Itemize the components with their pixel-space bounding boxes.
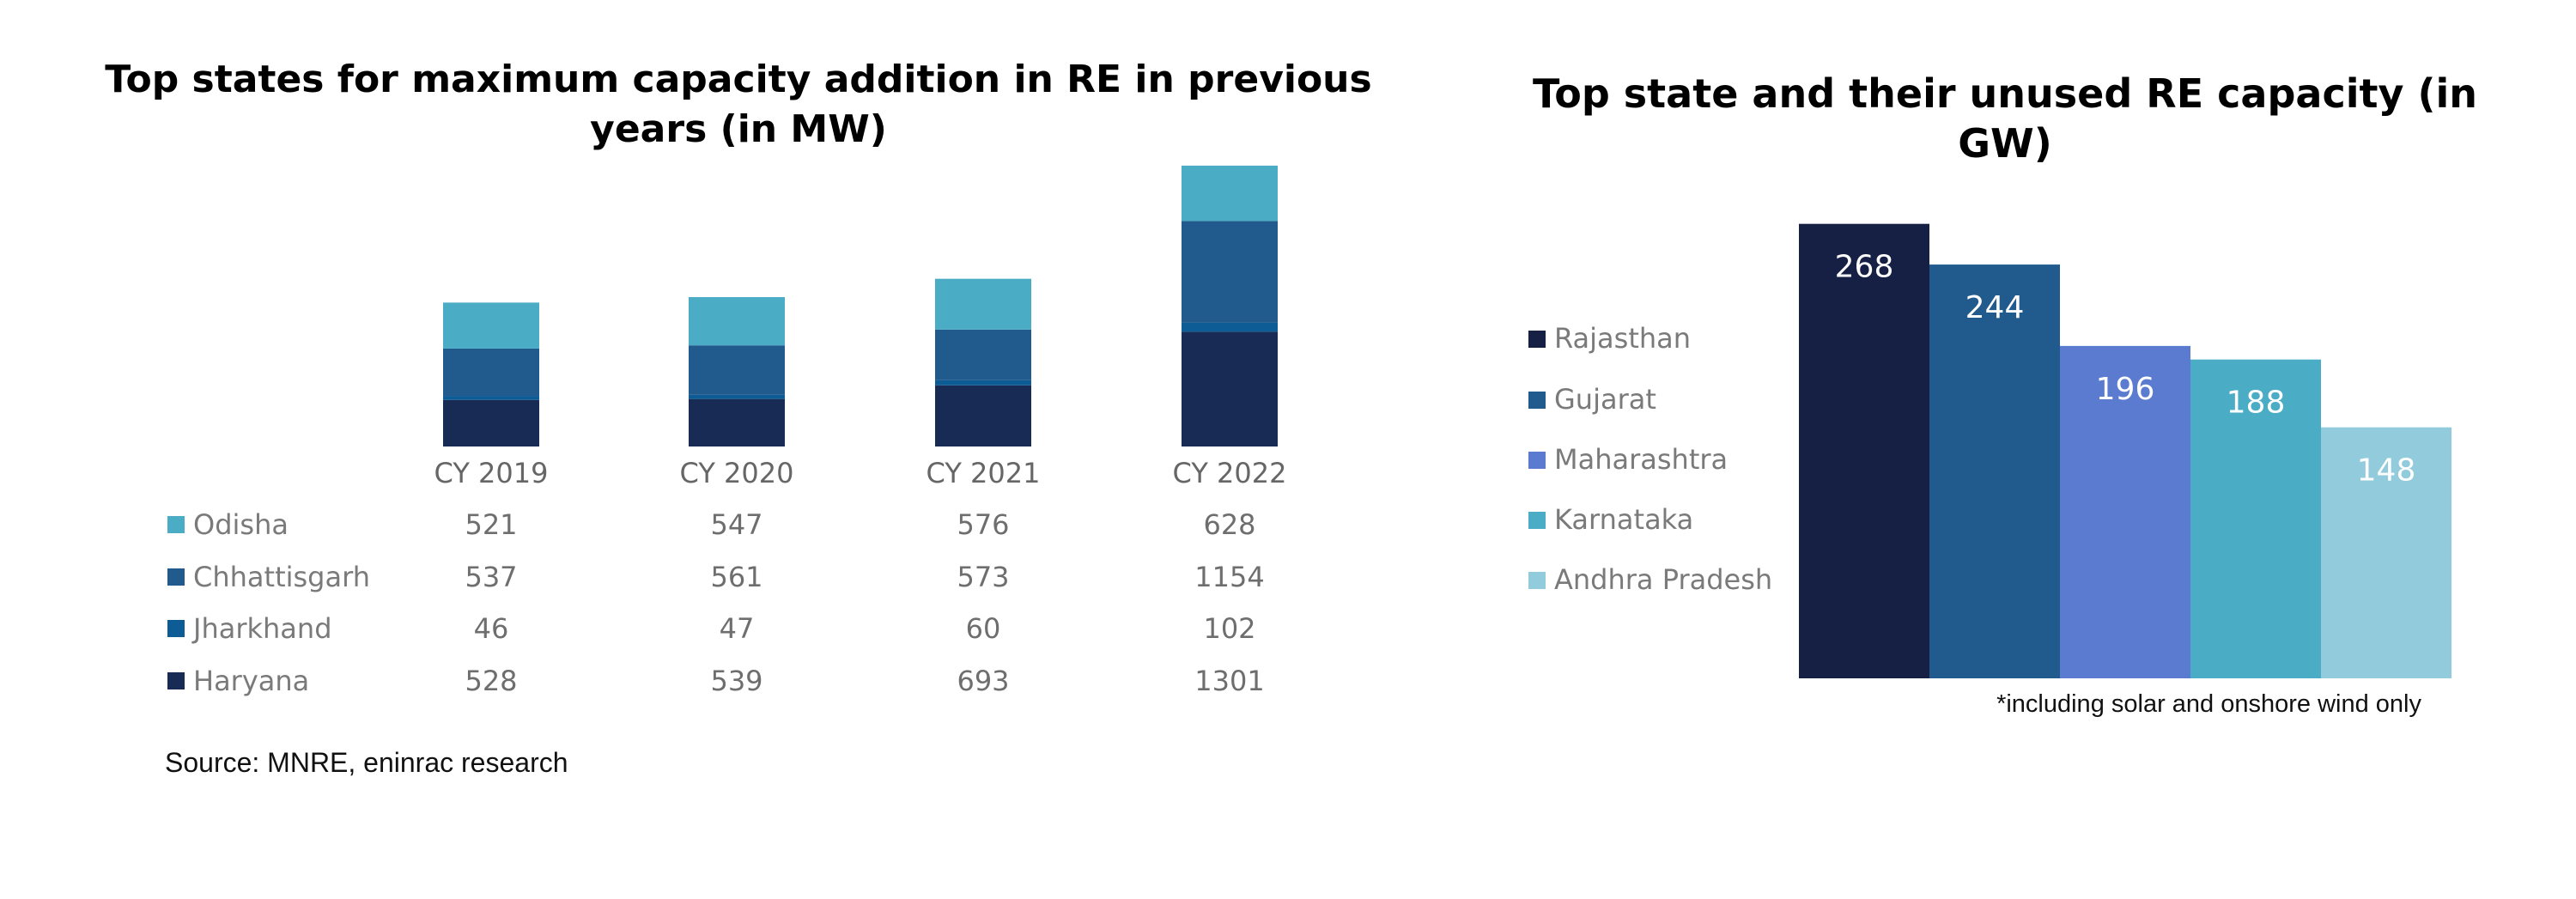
table-cell-jharkhand-cy-2021: 60 bbox=[966, 612, 1001, 645]
table-cell-jharkhand-cy-2020: 47 bbox=[720, 612, 755, 645]
bar-chhattisgarh-cy-2021 bbox=[935, 329, 1031, 380]
legend-label-andhra-pradesh: Andhra Pradesh bbox=[1554, 563, 1772, 596]
bar-karnataka bbox=[2190, 359, 2321, 678]
legend-label-maharashtra: Maharashtra bbox=[1554, 443, 1728, 476]
legend-label-gujarat: Gujarat bbox=[1554, 383, 1656, 416]
table-cell-odisha-cy-2022: 628 bbox=[1203, 508, 1255, 541]
legend-label-rajasthan: Rajasthan bbox=[1554, 322, 1691, 355]
bar-odisha-cy-2020 bbox=[689, 297, 785, 346]
bar-odisha-cy-2022 bbox=[1182, 165, 1278, 222]
table-cell-haryana-cy-2021: 693 bbox=[957, 665, 1009, 697]
bar-haryana-cy-2019 bbox=[443, 399, 539, 446]
legend-swatch-andhra-pradesh bbox=[1528, 572, 1546, 589]
table-cell-haryana-cy-2019: 528 bbox=[465, 665, 517, 697]
table-cell-haryana-cy-2020: 539 bbox=[710, 665, 762, 697]
bar-jharkhand-cy-2021 bbox=[935, 380, 1031, 386]
legend-swatch-gujarat bbox=[1528, 392, 1546, 409]
bar-haryana-cy-2021 bbox=[935, 385, 1031, 446]
data-label-rajasthan: 268 bbox=[1835, 250, 1894, 285]
bar-jharkhand-cy-2019 bbox=[443, 396, 539, 400]
legend-swatch-karnataka bbox=[1528, 512, 1546, 529]
unused-capacity-chart: 268 244 196 188 148 Rajasthan Gujarat Maharasht… bbox=[1528, 223, 2451, 678]
data-label-karnataka: 188 bbox=[2227, 386, 2286, 421]
x-tick-label: CY 2022 bbox=[1173, 457, 1287, 489]
legend-label-karnataka: Karnataka bbox=[1554, 503, 1693, 536]
table-cell-chhattisgarh-cy-2021: 573 bbox=[957, 561, 1009, 593]
bar-jharkhand-cy-2020 bbox=[689, 394, 785, 399]
bar-jharkhand-cy-2022 bbox=[1182, 322, 1278, 332]
table-cell-jharkhand-cy-2022: 102 bbox=[1203, 612, 1255, 645]
x-tick-label: CY 2021 bbox=[927, 457, 1041, 489]
table-cell-odisha-cy-2021: 576 bbox=[957, 508, 1009, 541]
source-note: Source: MNRE, eninrac research bbox=[165, 747, 568, 778]
table-cell-chhattisgarh-cy-2022: 1154 bbox=[1194, 561, 1264, 593]
legend-swatch-jharkhand bbox=[167, 620, 185, 637]
legend-swatch-odisha bbox=[167, 516, 185, 533]
x-tick-label: CY 2020 bbox=[680, 457, 794, 489]
bar-andhra-pradesh bbox=[2321, 427, 2451, 678]
table-cell-haryana-cy-2022: 1301 bbox=[1194, 665, 1264, 697]
table-cell-odisha-cy-2019: 521 bbox=[465, 508, 517, 541]
chart2-title: Top state and their unused RE capacity (… bbox=[1532, 70, 2478, 167]
bar-chhattisgarh-cy-2022 bbox=[1182, 221, 1278, 323]
x-tick-label: CY 2019 bbox=[434, 457, 549, 489]
legend-label-odisha: Odisha bbox=[193, 508, 289, 541]
legend-label-chhattisgarh: Chhattisgarh bbox=[193, 561, 370, 593]
table-cell-jharkhand-cy-2019: 46 bbox=[474, 612, 509, 645]
bar-odisha-cy-2021 bbox=[935, 278, 1031, 330]
bar-haryana-cy-2022 bbox=[1182, 331, 1278, 446]
data-label-maharashtra: 196 bbox=[2096, 372, 2155, 407]
footnote: *including solar and onshore wind only bbox=[1996, 690, 2421, 718]
table-cell-chhattisgarh-cy-2020: 561 bbox=[710, 561, 762, 593]
legend-swatch-haryana bbox=[167, 672, 185, 689]
bar-gujarat bbox=[1929, 264, 2060, 678]
legend-swatch-maharashtra bbox=[1528, 452, 1546, 469]
bar-rajasthan bbox=[1799, 223, 1929, 678]
bar-haryana-cy-2020 bbox=[689, 398, 785, 446]
bar-chhattisgarh-cy-2019 bbox=[443, 348, 539, 397]
capacity-addition-chart: CY 2019 CY 2020 CY 2021 CY 2022 Odisha 521 547… bbox=[167, 165, 1287, 697]
bar-odisha-cy-2019 bbox=[443, 302, 539, 349]
bar-chhattisgarh-cy-2020 bbox=[689, 345, 785, 395]
data-label-andhra-pradesh: 148 bbox=[2357, 453, 2416, 489]
data-label-gujarat: 244 bbox=[1965, 290, 2025, 325]
legend-swatch-rajasthan bbox=[1528, 331, 1546, 348]
legend-swatch-chhattisgarh bbox=[167, 568, 185, 586]
legend-label-haryana: Haryana bbox=[193, 665, 309, 697]
chart1-title: Top states for maximum capacity addition… bbox=[105, 58, 1372, 151]
table-cell-odisha-cy-2020: 547 bbox=[710, 508, 762, 541]
table-cell-chhattisgarh-cy-2019: 537 bbox=[465, 561, 517, 593]
bar-maharashtra bbox=[2060, 345, 2190, 678]
legend-label-jharkhand: Jharkhand bbox=[191, 612, 332, 645]
